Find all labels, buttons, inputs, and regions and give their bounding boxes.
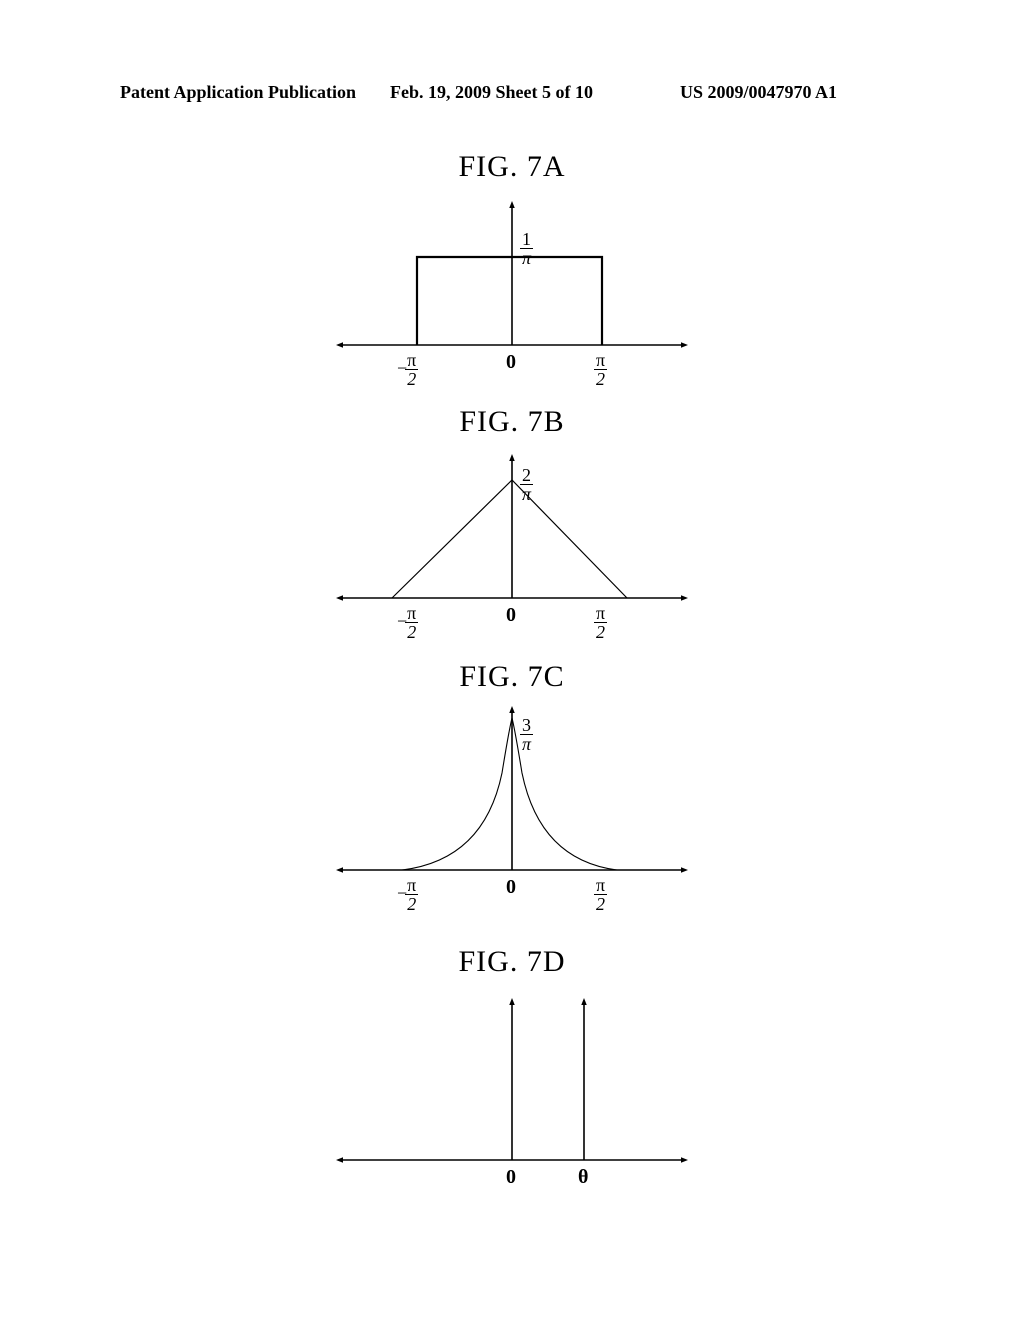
figure-plot: 1π −π2 0 π2 bbox=[322, 195, 702, 415]
figure-title: FIG. 7A bbox=[458, 150, 565, 184]
figure-title: FIG. 7B bbox=[459, 405, 564, 439]
x-tick-label: −π2 bbox=[397, 876, 418, 913]
header-left: Patent Application Publication bbox=[120, 82, 356, 103]
x-tick-label: π2 bbox=[594, 604, 607, 641]
figure-title: FIG. 7D bbox=[458, 945, 565, 979]
y-peak-label: 2π bbox=[520, 466, 533, 503]
plot-svg bbox=[322, 195, 702, 365]
y-peak-label: 3π bbox=[520, 716, 533, 753]
x-tick-label: θ bbox=[578, 1166, 588, 1189]
header-center: Feb. 19, 2009 Sheet 5 of 10 bbox=[390, 82, 593, 103]
x-tick-label: π2 bbox=[594, 351, 607, 388]
figure-plot: 3π −π2 0 π2 bbox=[322, 700, 702, 940]
x-tick-label: π2 bbox=[594, 876, 607, 913]
y-peak-label: 1π bbox=[520, 230, 533, 267]
x-tick-label: −π2 bbox=[397, 604, 418, 641]
x-tick-label: 0 bbox=[506, 351, 516, 374]
plot-svg bbox=[322, 990, 702, 1180]
figure-plot: 2π −π2 0 π2 bbox=[322, 448, 702, 668]
plot-svg bbox=[322, 700, 702, 890]
x-tick-label: 0 bbox=[506, 1166, 516, 1189]
header-right: US 2009/0047970 A1 bbox=[680, 82, 837, 103]
figure-plot: 0θ bbox=[322, 990, 702, 1230]
x-tick-label: −π2 bbox=[397, 351, 418, 388]
figure-title: FIG. 7C bbox=[459, 660, 564, 694]
x-tick-label: 0 bbox=[506, 876, 516, 899]
x-tick-label: 0 bbox=[506, 604, 516, 627]
plot-svg bbox=[322, 448, 702, 618]
